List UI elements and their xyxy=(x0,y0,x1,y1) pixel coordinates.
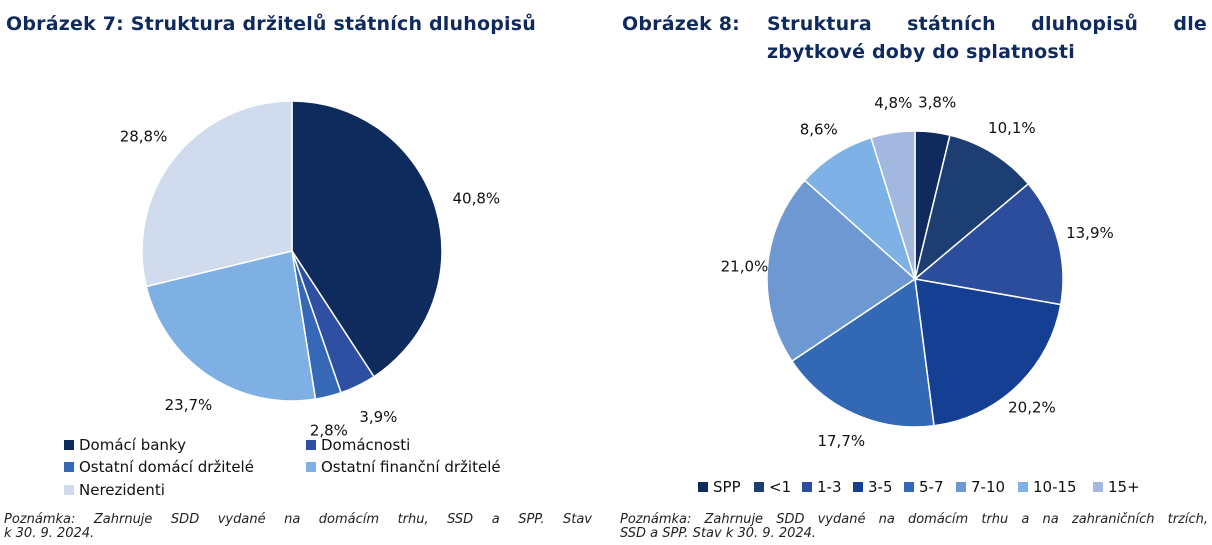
legend-1-item-3-5: 3-5 xyxy=(853,478,893,496)
legend-1-label-5-7: 5-7 xyxy=(919,478,944,496)
pie-1-data-label-1-3: 13,9% xyxy=(1066,224,1114,242)
figure-8-title-line-2: zbytkové doby do splatnosti xyxy=(767,41,1075,63)
legend-1-item-1: <1 xyxy=(754,478,791,496)
figure-7-pie-chart: 40,8% 3,9% 2,8% 23,7% 28,8% xyxy=(120,100,500,439)
legend-1-swatch-15 xyxy=(1093,482,1103,492)
pie-0-data-label-dom-cnosti: 3,9% xyxy=(359,408,397,426)
pie-1-data-label-15: 4,8% xyxy=(874,94,912,112)
legend-1-swatch-5-7 xyxy=(904,482,914,492)
figure-7-note-line-2: k 30. 9. 2024. xyxy=(4,526,95,541)
figure-7-title: Obrázek 7: Struktura držitelů státních d… xyxy=(6,13,536,35)
pie-0-data-label-dom-c-banky: 40,8% xyxy=(452,189,500,207)
pie-1-slice-15 xyxy=(870,130,916,280)
figure-8-title-line-1: Struktura státních dluhopisů dle xyxy=(767,13,1207,35)
figure-7-note-line-1: Poznámka: Zahrnuje SDD vydané na domácím… xyxy=(4,512,592,527)
pie-1-data-label-3-5: 20,2% xyxy=(1008,399,1056,417)
pie-0-slice-nerezidenti xyxy=(141,100,293,288)
pie-1-data-label-7-10: 21,0% xyxy=(721,257,769,275)
pie-0-data-label-ostatn-dom-c-dr-itel: 2,8% xyxy=(310,421,348,439)
figure-7-note: Poznámka: Zahrnuje SDD vydané na domácím… xyxy=(4,513,592,541)
figure-8-pie-chart: 3,8% 10,1% 13,9% 20,2% 17,7% 21,0% 8,6% 4,8% xyxy=(721,93,1114,450)
legend-1-label-10-15: 10-15 xyxy=(1033,478,1077,496)
legend-1-label-7-10: 7-10 xyxy=(971,478,1006,496)
figure-7-panel: Obrázek 7: Struktura držitelů státních d… xyxy=(0,0,600,545)
pie-1-data-label-10-15: 8,6% xyxy=(800,120,838,138)
legend-1-label-15: 15+ xyxy=(1108,478,1140,496)
legend-1-item-5-7: 5-7 xyxy=(904,478,944,496)
legend-1-swatch-10-15 xyxy=(1018,482,1028,492)
legend-1-item-15: 15+ xyxy=(1093,478,1140,496)
legend-0-swatch-dom-cnosti xyxy=(306,440,316,450)
pie-0-data-label-ostatn-finan-n-dr-itel: 23,7% xyxy=(165,396,213,414)
legend-0-item-dom-c-banky: Domácí banky xyxy=(64,436,186,454)
legend-0-label-dom-cnosti: Domácnosti xyxy=(321,436,411,454)
legend-0-label-nerezidenti: Nerezidenti xyxy=(79,481,165,499)
legend-1-item-spp: SPP xyxy=(698,478,741,496)
pie-1-slice-7-10 xyxy=(766,179,917,363)
legend-0-item-ostatn-dom-c-dr-itel: Ostatní domácí držitelé xyxy=(64,458,254,476)
pie-1-data-label-1: 10,1% xyxy=(988,119,1036,137)
figure-8-note-line-2: SSD a SPP. Stav k 30. 9. 2024. xyxy=(620,526,817,541)
legend-1-item-10-15: 10-15 xyxy=(1018,478,1077,496)
legend-1-swatch-1 xyxy=(754,482,764,492)
legend-1-label-spp: SPP xyxy=(713,478,741,496)
legend-1-swatch-spp xyxy=(698,482,708,492)
legend-0-item-ostatn-finan-n-dr-itel: Ostatní finanční držitelé xyxy=(306,458,501,476)
legend-0-swatch-ostatn-finan-n-dr-itel xyxy=(306,462,316,472)
legend-1-label-1: <1 xyxy=(769,478,792,496)
pie-1-slice-5-7 xyxy=(790,277,935,428)
legend-1-label-1-3: 1-3 xyxy=(817,478,842,496)
legend-1-swatch-3-5 xyxy=(853,482,863,492)
figure-8-panel: Obrázek 8: Struktura státních dluhopisů … xyxy=(610,0,1212,545)
figure-8-note: Poznámka: Zahrnuje SDD vydané na domácím… xyxy=(620,513,1208,541)
figure-8-title-number: Obrázek 8: xyxy=(622,13,740,35)
legend-0-swatch-nerezidenti xyxy=(64,485,74,495)
legend-1-item-7-10: 7-10 xyxy=(956,478,1005,496)
legend-0-swatch-dom-c-banky xyxy=(64,440,74,450)
figure-8-note-line-1: Poznámka: Zahrnuje SDD vydané na domácím… xyxy=(620,512,1208,527)
legend-0-label-ostatn-dom-c-dr-itel: Ostatní domácí držitelé xyxy=(79,458,254,476)
legend-0-swatch-ostatn-dom-c-dr-itel xyxy=(64,462,74,472)
pie-1-slice-3-5 xyxy=(914,278,1062,427)
legend-1-label-3-5: 3-5 xyxy=(868,478,893,496)
pie-0-data-label-nerezidenti: 28,8% xyxy=(120,128,168,146)
legend-0-label-dom-c-banky: Domácí banky xyxy=(79,436,186,454)
legend-0-item-nerezidenti: Nerezidenti xyxy=(64,481,165,499)
legend-1-swatch-7-10 xyxy=(956,482,966,492)
pie-0-slice-ostatn-finan-n-dr-itel xyxy=(145,250,317,402)
pie-1-slice-1-3 xyxy=(913,182,1064,306)
pie-1-slice-1 xyxy=(913,134,1030,282)
legend-0-item-dom-cnosti: Domácnosti xyxy=(306,436,410,454)
legend-0-label-ostatn-finan-n-dr-itel: Ostatní finanční držitelé xyxy=(321,458,501,476)
legend-1-swatch-1-3 xyxy=(802,482,812,492)
pie-1-data-label-5-7: 17,7% xyxy=(817,432,865,450)
pie-1-data-label-spp: 3,8% xyxy=(918,93,956,111)
legend-1-item-1-3: 1-3 xyxy=(802,478,842,496)
